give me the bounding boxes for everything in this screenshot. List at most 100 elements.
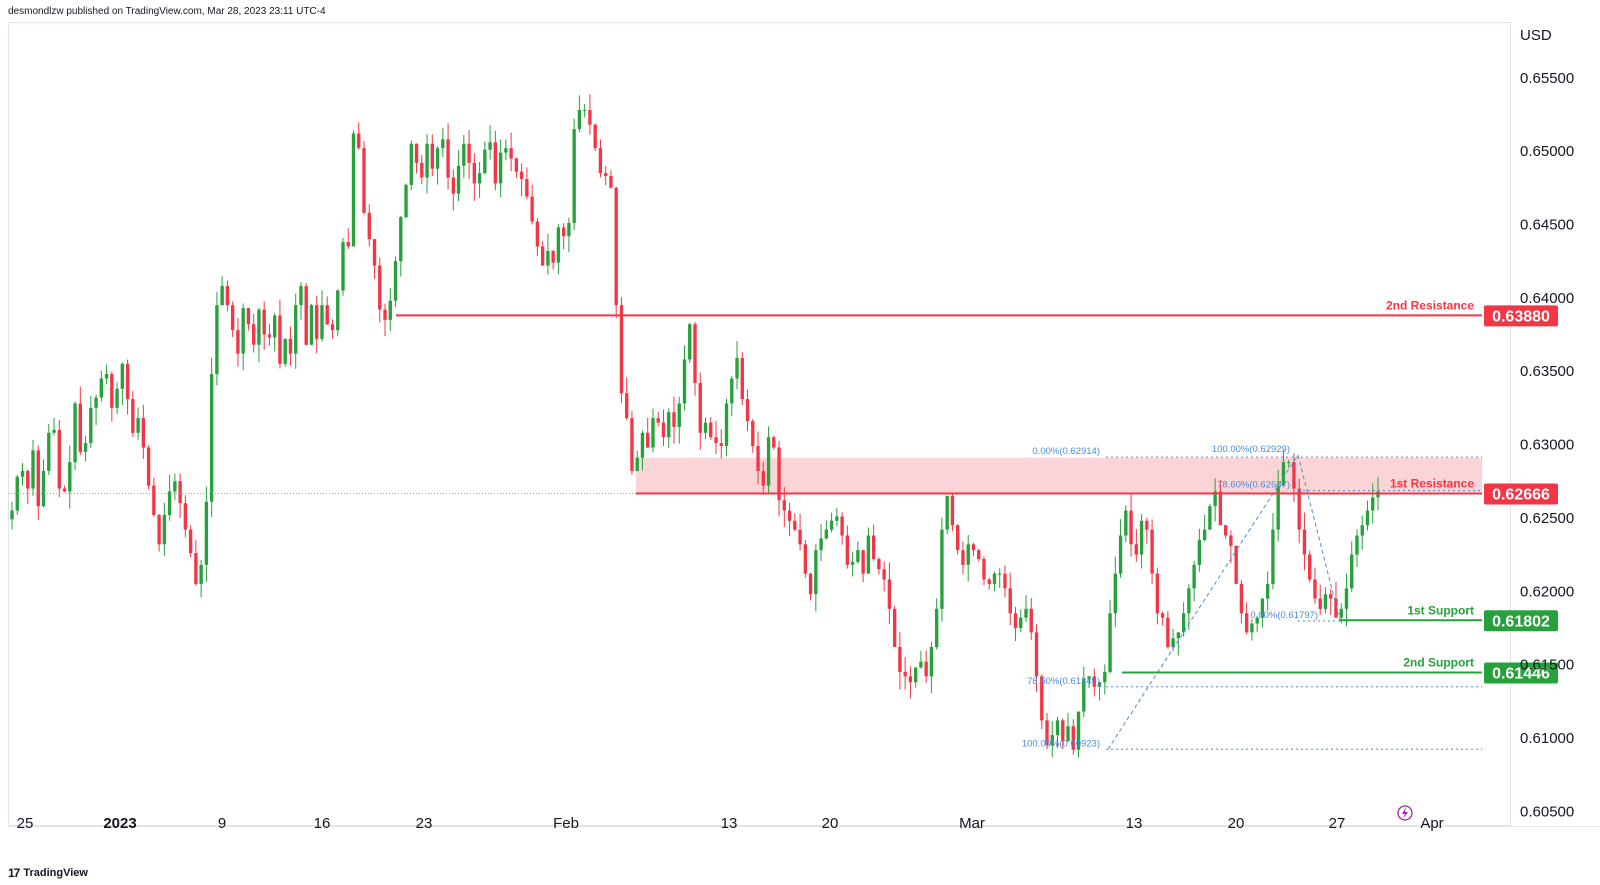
y-tick-label: 0.60500 [1520,803,1574,820]
candle-body [829,520,834,530]
candle-body [267,334,272,338]
tradingview-logo-icon: 17 [8,866,20,880]
brand-footer[interactable]: 17 TradingView [8,866,88,880]
candle-body [577,110,582,130]
candle-body [1055,720,1060,736]
x-tick-label: 20 [1228,815,1245,832]
y-tick-label: 0.65000 [1520,143,1574,160]
candle-body [940,529,944,609]
candle-body [519,171,524,179]
x-tick-label: 13 [721,815,738,832]
candle-body [141,418,146,448]
candle-body [619,305,624,394]
fibonacci-overlays: 0.00%(0.62914) 100.00%(0.62929) 78.60%(0.6… [1022,444,1482,750]
candle-body [635,457,639,471]
candle-body [1013,613,1018,628]
candle-body [688,324,692,360]
candle-body [1292,462,1296,489]
candle-body [1181,613,1186,633]
candle-body [887,579,892,609]
candle-body [730,378,734,404]
candle-body [1082,679,1086,712]
candle-body [745,399,750,422]
candle-body [83,443,88,452]
candle-body [866,535,871,574]
candle-body [188,529,193,554]
candle-body [378,265,382,310]
candle-body [814,550,818,595]
x-tick-label: 16 [314,815,331,832]
candle-body [462,143,466,166]
candle-body [661,422,666,438]
candle-body [167,491,172,515]
candle-body [1003,573,1007,589]
candle-body [299,286,303,306]
candle-body [372,239,377,266]
candle-body [1139,520,1144,555]
candle-body [525,178,529,197]
candle-body [703,422,708,433]
candle-body [131,399,135,433]
candle-body [1265,583,1270,599]
candle-body [1029,608,1033,633]
candle-body [682,359,687,404]
candle-body [756,446,760,471]
lightning-icon[interactable] [1397,805,1413,821]
candle-body [551,250,555,263]
fib-level-label: 100.00%(0.60923) [1022,738,1100,749]
candle-body [1218,491,1223,526]
candle-body [273,315,277,338]
candle-body [230,305,235,331]
candle-body [288,338,293,354]
candle-body [1097,682,1102,687]
candle-body [1313,579,1317,599]
candle-body [535,221,540,247]
candle-body [483,149,487,174]
candle-body [1129,510,1133,545]
candle-body [561,227,566,237]
candle-body [1066,726,1070,741]
candle-body [1244,613,1249,633]
candle-body [1350,554,1354,589]
candle-body [782,500,786,511]
candle-body [89,407,93,444]
price-tag-value: 0.63880 [1492,308,1550,325]
fib-level-label: 0.00%(0.62914) [1032,446,1100,457]
candle-body [304,286,308,345]
candle-body [609,176,613,188]
candle-body [1302,529,1307,555]
candle-body [956,525,960,551]
candle-body [903,671,907,677]
candle-body [998,573,1002,575]
candlestick-series [8,94,1482,758]
candle-body [493,142,498,184]
level-name-label: 2nd Resistance [1386,298,1474,312]
price-tag [1484,662,1558,684]
candle-body [73,403,77,463]
candle-body [262,309,266,335]
candle-body [982,558,986,580]
candle-body [977,550,981,559]
candle-body [1318,598,1322,609]
candle-body [1171,638,1175,648]
y-tick-label: 0.64500 [1520,216,1574,233]
candle-body [1287,462,1291,464]
candle-body [309,305,314,345]
x-tick-label: 13 [1126,815,1143,832]
candle-body [950,495,955,526]
fib-level-label: 78.60%(0.62687) [1217,479,1290,490]
candle-body [598,148,603,174]
candle-body [966,544,970,565]
candle-body [509,148,513,159]
candle-body [856,550,860,562]
x-tick-label: 27 [1329,815,1346,832]
candle-body [1024,608,1028,618]
candle-body [845,535,850,565]
price-tag-value: 0.61802 [1492,613,1550,630]
price-tag [1484,305,1558,327]
candle-body [1260,598,1265,618]
candle-body [1355,535,1359,555]
candle-body [1297,488,1301,530]
candle-body [908,676,913,683]
